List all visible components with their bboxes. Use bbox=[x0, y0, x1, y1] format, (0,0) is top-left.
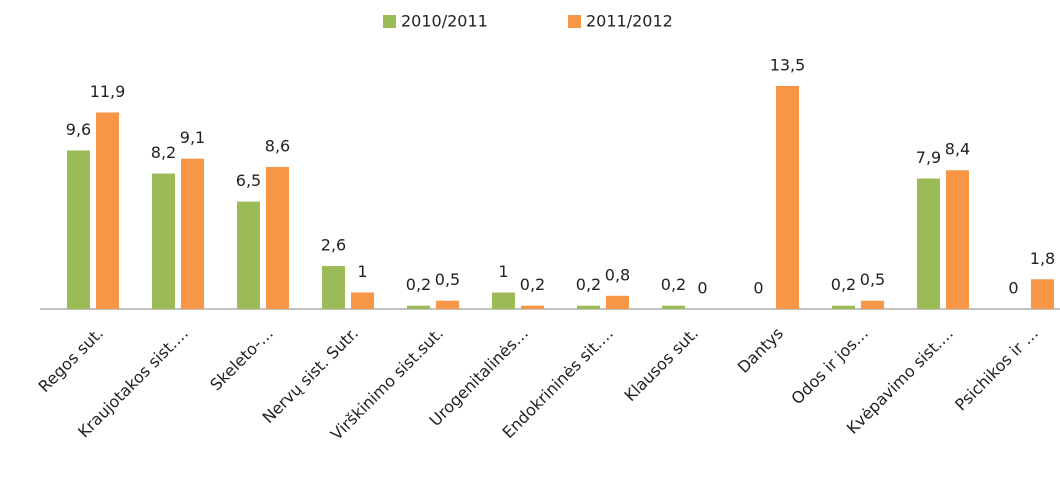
data-label: 0,2 bbox=[831, 275, 856, 294]
bar bbox=[237, 201, 260, 309]
data-label: 9,1 bbox=[180, 128, 205, 147]
data-label: 0,5 bbox=[860, 270, 885, 289]
x-tick-label: Regos sut. bbox=[35, 324, 107, 396]
bar bbox=[181, 158, 204, 309]
data-label: 11,9 bbox=[90, 82, 126, 101]
data-label: 1 bbox=[498, 262, 508, 281]
bar bbox=[917, 178, 940, 309]
bar bbox=[1031, 279, 1054, 309]
bar bbox=[152, 173, 175, 309]
data-label: 0 bbox=[1008, 279, 1018, 298]
data-label: 6,5 bbox=[236, 171, 261, 190]
bar bbox=[776, 86, 799, 309]
data-label: 1 bbox=[357, 262, 367, 281]
bar bbox=[521, 305, 544, 309]
data-label: 0 bbox=[697, 279, 707, 298]
bar bbox=[407, 305, 430, 309]
bar bbox=[946, 170, 969, 309]
data-label: 8,4 bbox=[945, 140, 970, 159]
data-label: 0,2 bbox=[576, 275, 601, 294]
bar bbox=[832, 305, 855, 309]
bar bbox=[662, 305, 685, 309]
bar bbox=[492, 292, 515, 309]
legend-label: 2011/2012 bbox=[586, 12, 673, 31]
bar bbox=[351, 292, 374, 309]
data-label: 8,6 bbox=[265, 136, 290, 155]
data-label: 13,5 bbox=[770, 56, 806, 75]
data-label: 7,9 bbox=[916, 148, 941, 167]
bar bbox=[606, 295, 629, 309]
legend-swatch bbox=[568, 15, 581, 28]
bar bbox=[96, 112, 119, 309]
bar bbox=[322, 266, 345, 309]
data-label: 1,8 bbox=[1030, 249, 1055, 268]
x-tick-label: Dantys bbox=[734, 324, 787, 377]
bar bbox=[266, 166, 289, 309]
x-tick-label: Klausos sut. bbox=[621, 324, 703, 406]
data-label: 0,8 bbox=[605, 265, 630, 284]
bar bbox=[436, 300, 459, 309]
bar bbox=[577, 305, 600, 309]
x-tick-label: Odos ir jos… bbox=[787, 324, 872, 409]
legend-swatch bbox=[383, 15, 396, 28]
data-label: 9,6 bbox=[66, 120, 91, 139]
x-tick-label: Skeleto-… bbox=[206, 324, 277, 395]
data-label: 0,2 bbox=[520, 275, 545, 294]
data-label: 0,2 bbox=[661, 275, 686, 294]
data-label: 0,2 bbox=[406, 275, 431, 294]
data-label: 0 bbox=[753, 279, 763, 298]
legend-label: 2010/2011 bbox=[401, 12, 488, 31]
data-label: 2,6 bbox=[321, 236, 346, 255]
data-label: 0,5 bbox=[435, 270, 460, 289]
bar bbox=[67, 150, 90, 309]
bar bbox=[861, 300, 884, 309]
data-label: 8,2 bbox=[151, 143, 176, 162]
x-tick-label: Psichikos ir … bbox=[951, 324, 1042, 415]
